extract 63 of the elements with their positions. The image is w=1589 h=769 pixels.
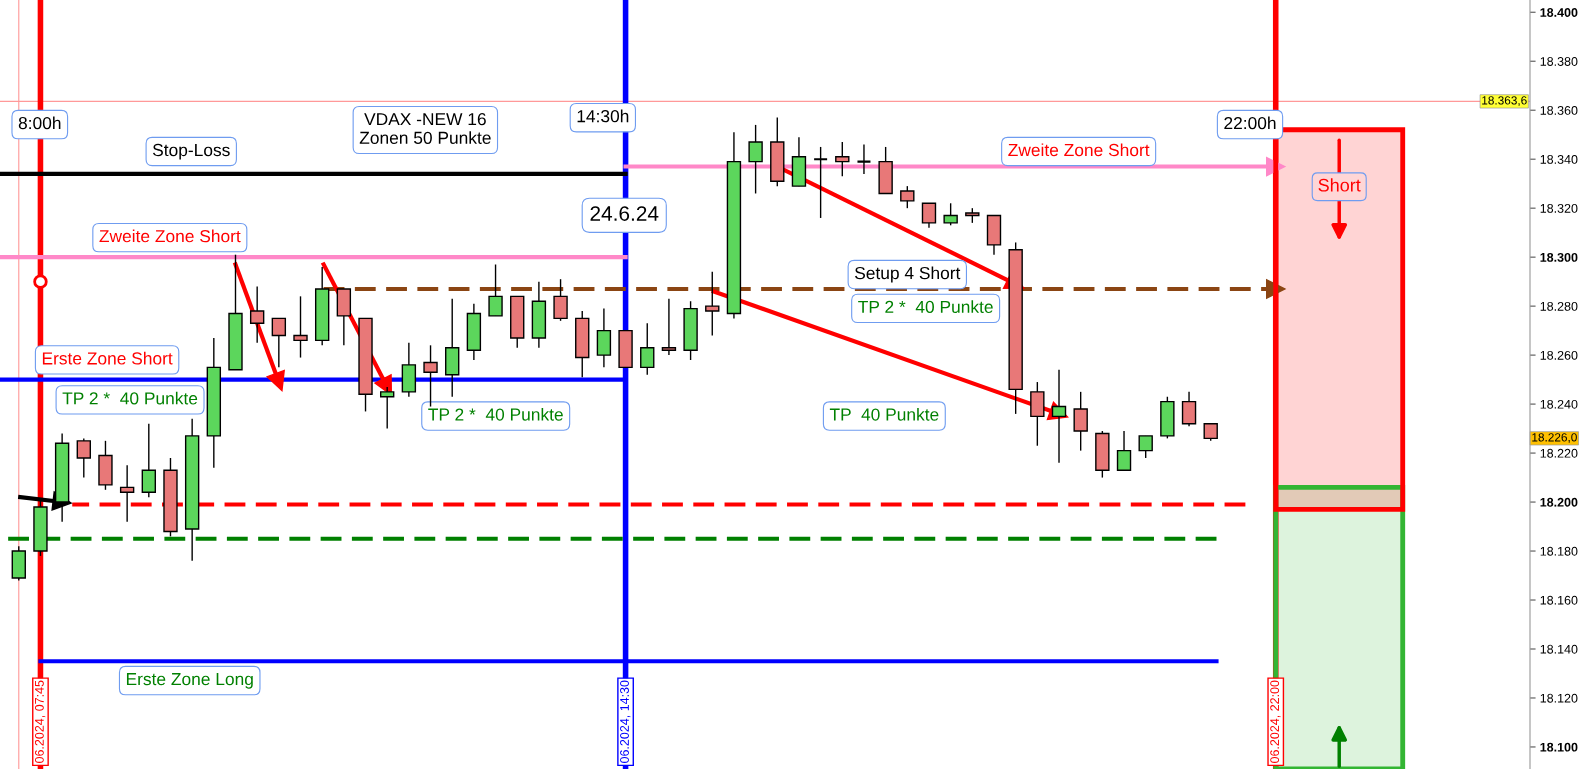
- annotation: Erste Zone Long: [126, 673, 253, 689]
- candlestick: [1116, 430, 1132, 471]
- annotation: Zweite Zone Short: [99, 229, 241, 243]
- annotation: Zweite Zone Short: [1008, 143, 1150, 157]
- candlestick: [705, 271, 720, 337]
- candlestick: [921, 202, 937, 229]
- y-tick-label: 18.120: [1540, 693, 1578, 703]
- candlestick: [813, 146, 829, 219]
- y-tick-label: 18.400: [1540, 8, 1578, 17]
- candlestick: [748, 124, 763, 195]
- candlestick: [488, 263, 503, 317]
- candlestick: [119, 464, 135, 523]
- candlestick: [1073, 391, 1088, 452]
- x-tick-label: 06.2024, 22:00: [1270, 680, 1281, 763]
- y-tick-label: 18.300: [1540, 252, 1578, 262]
- candlestick: [141, 422, 157, 498]
- y-tick-label: 18.320: [1540, 203, 1578, 213]
- candlestick: [553, 278, 568, 322]
- y-tick-label: 18.340: [1540, 154, 1578, 164]
- annotation: TP 2 * 40 Punkte: [428, 407, 563, 421]
- point: [33, 274, 48, 289]
- candlestick: [379, 386, 395, 430]
- ref-line-label: 18.363,6: [1482, 96, 1527, 106]
- candlestick: [249, 285, 265, 344]
- annotation: 8:00h: [18, 116, 61, 130]
- annotation: 14:30h: [577, 109, 629, 123]
- annotation: 22:00h: [1224, 116, 1276, 130]
- x-tick-label: 06.2024, 14:30: [620, 680, 631, 763]
- y-tick-label: 18.380: [1540, 57, 1578, 66]
- y-tick-label: 18.220: [1540, 448, 1578, 458]
- y-tick-label: 18.260: [1540, 350, 1578, 360]
- x-tick-label: 06.2024, 07:45: [34, 680, 46, 763]
- annotation: TP 40 Punkte: [829, 407, 939, 421]
- candlestick: [1181, 391, 1197, 427]
- candlestick: [76, 437, 91, 479]
- annotation: TP 2 * 40 Punkte: [858, 300, 993, 314]
- annotation: VDAX -NEW 16 Zonen 50 Punkte: [359, 112, 491, 144]
- candlestick: [900, 185, 915, 209]
- annotation: Setup 4 Short: [855, 266, 961, 283]
- annotation: TP 2 * 40 Punkte: [62, 391, 198, 405]
- y-tick-label: 18.240: [1540, 399, 1578, 409]
- annotation: Stop-Loss: [152, 143, 230, 160]
- y-tick-label: 18.160: [1540, 595, 1578, 605]
- y-tick-label: 18.280: [1540, 301, 1578, 311]
- y-tick-label: 18.100: [1540, 742, 1578, 752]
- y-tick-label: 18.200: [1540, 497, 1578, 507]
- candlestick: [423, 344, 438, 408]
- band-label: Short: [1318, 178, 1361, 192]
- y-tick-label: 18.360: [1540, 106, 1578, 115]
- candlestick: [835, 141, 850, 178]
- candlestick: [640, 322, 655, 376]
- candlestick: [943, 202, 958, 227]
- candlestick: [1138, 435, 1153, 459]
- annotation: 24.6.24: [590, 206, 659, 221]
- candlestick: [293, 295, 308, 359]
- candlestick: [856, 143, 872, 175]
- candlestick: [661, 298, 677, 356]
- candlestick: [1051, 369, 1067, 464]
- y-tick-label: 18.140: [1540, 644, 1578, 654]
- text: 18.226,0: [1532, 433, 1577, 443]
- annotation: Erste Zone Short: [42, 351, 173, 365]
- y-tick-label: 18.180: [1540, 546, 1578, 556]
- candlestick: [271, 317, 287, 369]
